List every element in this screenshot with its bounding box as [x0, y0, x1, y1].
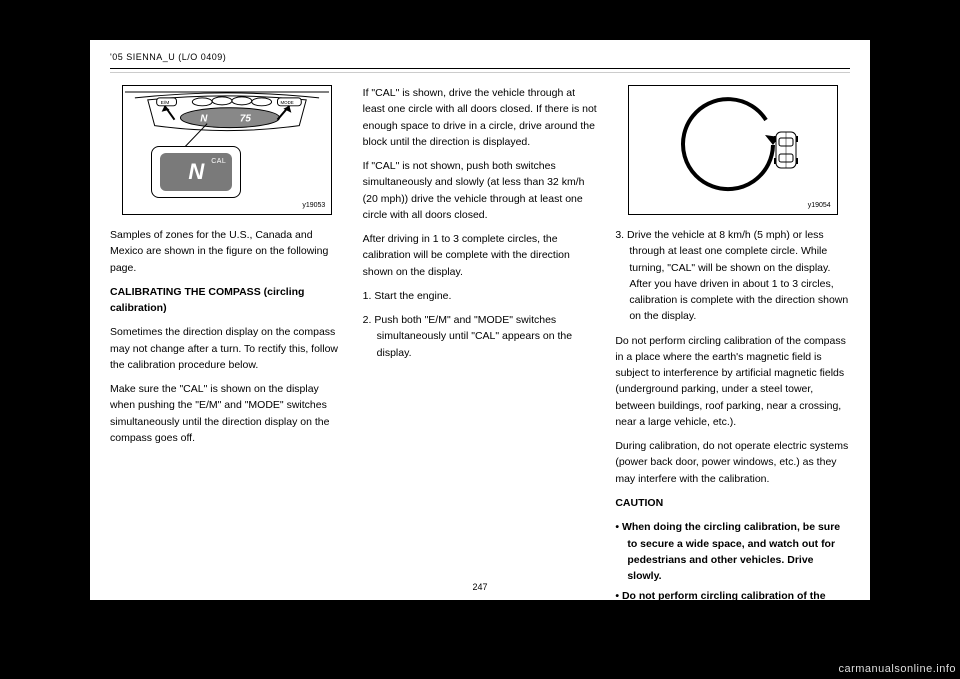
col1-body1: Sometimes the direction display on the c… [110, 324, 345, 373]
figure-id-2: y19054 [808, 201, 831, 212]
col1-lead: Samples of zones for the U.S., Canada an… [110, 227, 345, 276]
col2-p2: If "CAL" is not shown, push both switche… [363, 158, 598, 223]
col1-heading: CALIBRATING THE COMPASS (circling calibr… [110, 284, 345, 317]
manual-page: '05 SIENNA_U (L/O 0409) [90, 40, 870, 600]
caution-item-2: Do not perform circling calibration of t… [615, 588, 850, 621]
column-1: N 75 E/M MODE [110, 85, 345, 570]
header-rule [110, 68, 850, 69]
svg-text:MODE: MODE [281, 100, 294, 105]
header-rule-thin [110, 72, 850, 73]
figure-id-1: y19053 [302, 201, 325, 212]
caution-heading: CAUTION [615, 495, 850, 511]
watermark: carmanualsonline.info [838, 663, 956, 675]
page-header: '05 SIENNA_U (L/O 0409) [110, 52, 850, 62]
column-2: If "CAL" is shown, drive the vehicle thr… [363, 85, 598, 570]
figure-circle-drive: y19054 [628, 85, 838, 215]
svg-text:N: N [201, 114, 209, 125]
callout-bubble: N CAL [151, 146, 241, 198]
page-number: 247 [90, 582, 870, 592]
col2-step1: 1. Start the engine. [363, 288, 598, 304]
column-3: y19054 3. Drive the vehicle at 8 km/h (5… [615, 85, 850, 570]
figure-circle-svg [648, 90, 818, 210]
col1-body2: Make sure the "CAL" is shown on the disp… [110, 381, 345, 446]
callout-badge: CAL [211, 157, 226, 168]
caution-item-1: When doing the circling calibration, be … [615, 519, 850, 584]
callout-display: N CAL [160, 153, 232, 191]
svg-text:E/M: E/M [161, 100, 170, 106]
callout-letter: N [188, 155, 204, 189]
col3-p2: During calibration, do not operate elect… [615, 438, 850, 487]
col3-p1: Do not perform circling calibration of t… [615, 333, 850, 431]
col2-p1: If "CAL" is shown, drive the vehicle thr… [363, 85, 598, 150]
body-columns: N 75 E/M MODE [110, 85, 850, 570]
col2-step2: 2. Push both "E/M" and "MODE" switches s… [363, 312, 598, 361]
svg-text:75: 75 [240, 114, 252, 125]
col2-p3: After driving in 1 to 3 complete circles… [363, 231, 598, 280]
figure-console-cal: N 75 E/M MODE [122, 85, 332, 215]
caution-list: When doing the circling calibration, be … [615, 519, 850, 621]
col3-step3: 3. Drive the vehicle at 8 km/h (5 mph) o… [615, 227, 850, 325]
